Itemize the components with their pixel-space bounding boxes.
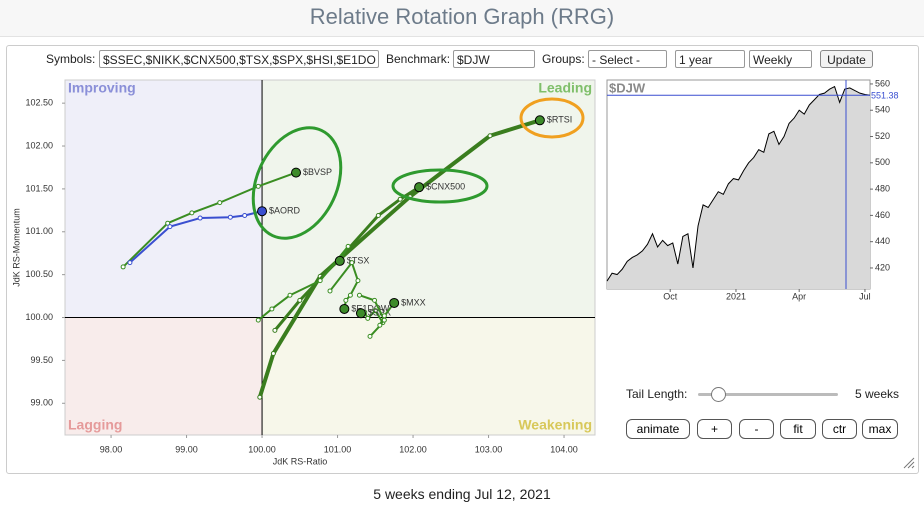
max-button[interactable]: max [862,419,898,439]
update-button[interactable]: Update [820,50,873,68]
symbols-label: Symbols: [46,52,96,66]
benchmark-label: Benchmark: [386,52,451,66]
animate-button[interactable]: animate [626,419,690,439]
center-button[interactable]: ctr [822,419,857,439]
footer: 5 weeks ending Jul 12, 2021 [373,486,551,502]
fit-button[interactable]: fit [780,419,816,439]
header-bar [0,0,924,37]
period-select[interactable]: 1 year [675,50,745,68]
page-title: Relative Rotation Graph (RRG) [309,4,615,29]
zoom-in-button[interactable]: + [697,419,732,439]
tail-label: Tail Length: [626,387,688,401]
frequency-select[interactable]: Weekly [749,50,812,68]
groups-label: Groups: [542,52,585,66]
benchmark-input[interactable]: $DJW [453,50,535,68]
groups-select[interactable]: - Select - [588,50,667,68]
panel [6,45,919,474]
tail-value: 5 weeks [855,387,900,401]
tail-slider-track [698,393,838,396]
symbols-input[interactable]: $SSEC,$NIKK,$CNX500,$TSX,$SPX,$HSI,$E1DO [99,50,379,68]
tail-slider-thumb[interactable] [711,387,726,402]
zoom-out-button[interactable]: - [739,419,774,439]
